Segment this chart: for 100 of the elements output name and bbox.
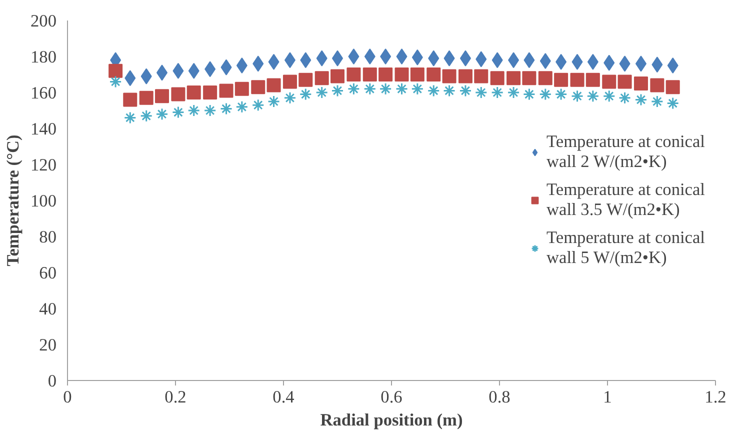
point bbox=[266, 78, 281, 92]
y-tick-label: 200 bbox=[30, 12, 57, 30]
y-tick-label: 180 bbox=[30, 48, 57, 66]
y-tick-label: 20 bbox=[39, 336, 56, 354]
point bbox=[426, 68, 441, 82]
point bbox=[491, 86, 504, 99]
point bbox=[219, 84, 234, 98]
point bbox=[236, 58, 248, 74]
point bbox=[156, 108, 168, 120]
point bbox=[490, 71, 504, 86]
y-tick-label: 60 bbox=[39, 264, 56, 282]
point bbox=[124, 111, 136, 124]
legend-label: Temperature at conical wall 2 W/(m2•K) bbox=[546, 132, 705, 172]
y-tick-label: 0 bbox=[48, 372, 57, 390]
point bbox=[442, 69, 456, 84]
point bbox=[364, 82, 376, 96]
point bbox=[394, 68, 409, 82]
x-tick-label: 0.8 bbox=[488, 388, 510, 406]
point bbox=[139, 90, 154, 105]
point bbox=[331, 84, 344, 97]
y-axis-title: Temperature (°C) bbox=[4, 134, 23, 266]
point bbox=[618, 74, 632, 89]
point bbox=[540, 53, 551, 69]
point bbox=[507, 86, 520, 99]
point bbox=[506, 71, 521, 86]
point bbox=[316, 86, 328, 99]
point bbox=[204, 104, 216, 117]
point bbox=[666, 80, 680, 94]
point bbox=[586, 72, 600, 87]
point bbox=[155, 89, 169, 104]
y-tick-label: 80 bbox=[39, 228, 56, 246]
point bbox=[396, 82, 408, 96]
point bbox=[346, 68, 361, 82]
point bbox=[602, 74, 616, 89]
point bbox=[188, 104, 200, 117]
point bbox=[284, 92, 296, 104]
y-tick-label: 140 bbox=[30, 120, 57, 138]
x-tick-label: 0.6 bbox=[380, 388, 403, 406]
point bbox=[650, 78, 664, 92]
point bbox=[298, 72, 313, 87]
y-tick-label: 120 bbox=[30, 156, 57, 174]
point bbox=[172, 106, 184, 119]
point bbox=[251, 80, 266, 94]
point bbox=[570, 72, 584, 87]
point bbox=[554, 72, 568, 87]
y-tick-label: 160 bbox=[30, 84, 57, 102]
point bbox=[634, 76, 648, 90]
point bbox=[539, 88, 552, 101]
point bbox=[268, 95, 280, 108]
point bbox=[443, 84, 456, 97]
legend-label: Temperature at conical wall 3.5 W/(m2•K) bbox=[546, 180, 705, 220]
point bbox=[666, 97, 680, 110]
point bbox=[203, 86, 218, 100]
point bbox=[379, 82, 392, 96]
point bbox=[347, 82, 360, 96]
point bbox=[140, 110, 153, 122]
x-axis-title: Radial position (m) bbox=[320, 410, 463, 430]
point bbox=[411, 82, 424, 96]
point bbox=[522, 88, 536, 101]
point bbox=[364, 48, 376, 64]
point bbox=[220, 102, 233, 115]
point bbox=[378, 68, 393, 82]
point bbox=[667, 58, 678, 74]
point bbox=[522, 71, 536, 86]
x-tick-label: 1 bbox=[603, 388, 612, 406]
point bbox=[458, 69, 472, 84]
point bbox=[554, 88, 568, 101]
point bbox=[282, 74, 297, 89]
point bbox=[538, 71, 552, 86]
point bbox=[459, 84, 472, 97]
point bbox=[410, 68, 424, 82]
point bbox=[650, 95, 664, 108]
legend-label: Temperature at conical wall 5 W/(m2•K) bbox=[546, 228, 705, 268]
point bbox=[171, 87, 186, 102]
y-tick-label: 40 bbox=[39, 300, 56, 318]
point bbox=[362, 68, 377, 82]
point bbox=[602, 90, 616, 102]
point bbox=[314, 71, 329, 86]
x-tick-label: 1.2 bbox=[704, 388, 726, 406]
point bbox=[474, 86, 488, 99]
point bbox=[299, 88, 312, 101]
point bbox=[634, 93, 648, 106]
point bbox=[348, 48, 360, 64]
x-tick-label: 0 bbox=[63, 388, 72, 406]
point bbox=[330, 69, 344, 84]
point bbox=[474, 69, 488, 84]
y-tick-label: 100 bbox=[30, 192, 57, 210]
point bbox=[380, 48, 392, 64]
point bbox=[236, 100, 248, 114]
point bbox=[252, 98, 264, 112]
point bbox=[108, 64, 123, 78]
point bbox=[123, 92, 138, 107]
point bbox=[109, 75, 122, 88]
x-tick-label: 0.2 bbox=[164, 388, 186, 406]
point bbox=[586, 90, 600, 102]
point bbox=[571, 90, 584, 102]
point bbox=[427, 84, 440, 97]
x-tick-label: 0.4 bbox=[272, 388, 295, 406]
point bbox=[618, 92, 632, 104]
point bbox=[186, 86, 201, 100]
